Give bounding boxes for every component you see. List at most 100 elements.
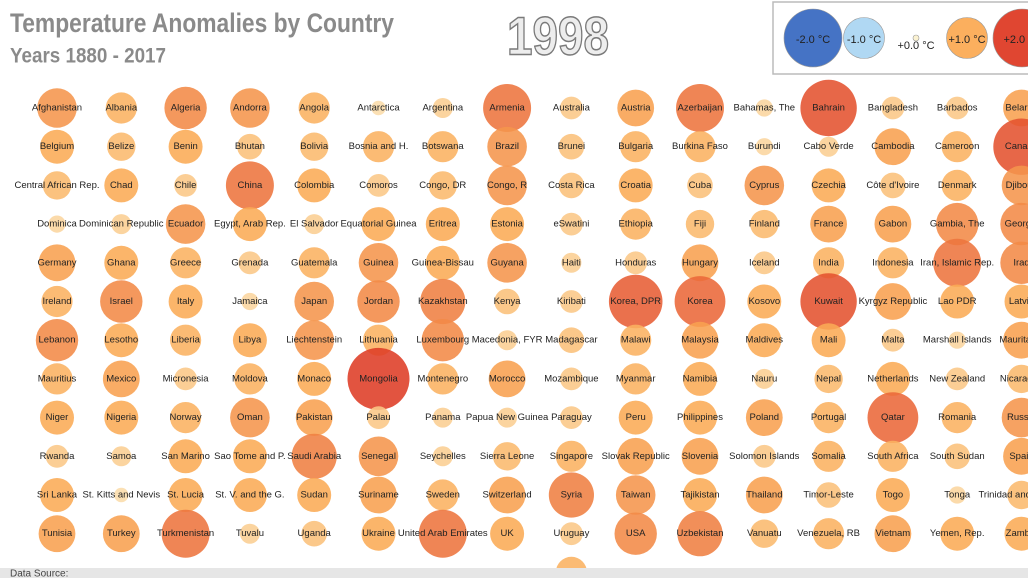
country-label: Guatemala bbox=[291, 257, 338, 268]
country-bubble bbox=[874, 515, 912, 553]
country-bubble bbox=[418, 509, 467, 558]
country-bubble bbox=[681, 437, 719, 475]
country-label: Vietnam bbox=[876, 528, 911, 539]
country-bubble bbox=[1000, 241, 1028, 284]
country-label: Ghana bbox=[107, 257, 136, 268]
country-label: San Marino bbox=[161, 451, 210, 462]
country-bubble bbox=[45, 444, 69, 468]
country-bubble bbox=[813, 518, 845, 550]
country-label: Sweden bbox=[426, 490, 460, 501]
country-bubble bbox=[104, 323, 139, 358]
country-bubble bbox=[874, 283, 912, 320]
country-label: USA bbox=[626, 528, 646, 539]
country-label: Ukraine bbox=[362, 528, 395, 539]
country-label: Costa Rica bbox=[548, 180, 595, 191]
country-bubble bbox=[685, 209, 715, 239]
country-label: Russia bbox=[1007, 412, 1028, 423]
country-bubble bbox=[1003, 321, 1028, 359]
country-label: Liberia bbox=[171, 335, 200, 346]
country-bubble bbox=[617, 437, 655, 475]
country-bubble bbox=[684, 131, 716, 163]
country-bubble bbox=[234, 363, 266, 395]
country-bubble bbox=[867, 392, 919, 443]
country-label: Greece bbox=[170, 257, 201, 268]
country-label: Gabon bbox=[879, 219, 908, 230]
country-bubble bbox=[747, 284, 782, 319]
country-bubble bbox=[624, 251, 648, 275]
data-source: Data Source: bbox=[10, 569, 68, 578]
country-label: Belarus bbox=[1005, 103, 1028, 114]
country-label: Korea bbox=[687, 296, 713, 307]
country-label: Peru bbox=[626, 412, 646, 423]
country-label: Bhutan bbox=[235, 141, 265, 152]
country-label: Australia bbox=[553, 103, 591, 114]
country-label: Paraguay bbox=[551, 412, 592, 423]
country-label: Germany bbox=[37, 257, 76, 268]
country-bubble bbox=[880, 172, 906, 199]
country-label: Nepal bbox=[816, 373, 841, 384]
country-bubble bbox=[111, 446, 132, 467]
country-label: New Zealand bbox=[929, 373, 985, 384]
country-bubble bbox=[811, 323, 846, 358]
country-label: Slovenia bbox=[682, 451, 719, 462]
country-label: Cameroon bbox=[935, 141, 979, 152]
chart-subtitle: Years 1880 - 2017 bbox=[10, 45, 166, 68]
country-bubble bbox=[683, 361, 717, 396]
country-bubble bbox=[620, 208, 652, 240]
country-bubble bbox=[677, 511, 723, 557]
country-label: China bbox=[237, 180, 263, 191]
country-label: Czechia bbox=[811, 180, 846, 191]
country-label: Guinea bbox=[363, 257, 394, 268]
country-label: Indonesia bbox=[872, 257, 914, 268]
country-label: Syria bbox=[561, 490, 583, 501]
country-bubble bbox=[814, 364, 843, 394]
country-label: Lebanon bbox=[39, 335, 76, 346]
country-label: Central African Rep. bbox=[14, 180, 99, 191]
country-bubble bbox=[815, 482, 842, 508]
country-bubble bbox=[754, 368, 775, 389]
country-bubble bbox=[875, 361, 910, 396]
country-label: Iceland bbox=[749, 257, 780, 268]
country-bubble bbox=[881, 96, 905, 120]
country-bubble bbox=[371, 100, 386, 116]
country-label: Libya bbox=[239, 335, 262, 346]
country-bubble bbox=[174, 174, 198, 197]
country-label: Estonia bbox=[491, 219, 523, 230]
country-bubble bbox=[877, 247, 909, 279]
country-bubble bbox=[114, 487, 129, 503]
country-bubble bbox=[100, 280, 143, 323]
country-label: Mali bbox=[820, 335, 837, 346]
country-bubble bbox=[102, 515, 140, 553]
country-bubble bbox=[161, 509, 210, 558]
country-bubble bbox=[752, 444, 776, 468]
country-bubble bbox=[747, 323, 782, 358]
country-bubble bbox=[940, 284, 975, 319]
country-bubble bbox=[488, 476, 526, 514]
country-bubble bbox=[432, 446, 453, 467]
country-bubble bbox=[41, 285, 73, 318]
country-bubble bbox=[170, 247, 202, 279]
country-label: Mongolia bbox=[359, 373, 398, 384]
country-bubble bbox=[1000, 202, 1028, 246]
country-bubble bbox=[297, 478, 332, 512]
country-bubble bbox=[41, 363, 73, 395]
country-label: Cuba bbox=[689, 180, 712, 191]
country-bubble bbox=[165, 204, 206, 244]
country-label: Panama bbox=[425, 412, 461, 423]
country-label: Vanuatu bbox=[747, 528, 782, 539]
country-bubble bbox=[232, 323, 267, 358]
country-bubble bbox=[347, 347, 410, 410]
country-label: Honduras bbox=[615, 257, 656, 268]
country-label: Mauritius bbox=[38, 373, 77, 384]
legend-bubble bbox=[946, 17, 988, 59]
country-label: Austria bbox=[621, 103, 651, 114]
country-bubble bbox=[940, 516, 975, 551]
country-label: Guyana bbox=[490, 257, 524, 268]
country-bubble bbox=[620, 363, 652, 395]
country-bubble bbox=[304, 214, 325, 235]
country-bubble bbox=[1004, 516, 1028, 551]
legend-label: +2.0 °C bbox=[1003, 34, 1028, 46]
country-bubble bbox=[427, 363, 459, 395]
country-label: Haiti bbox=[562, 257, 581, 268]
country-label: Finland bbox=[749, 219, 780, 230]
